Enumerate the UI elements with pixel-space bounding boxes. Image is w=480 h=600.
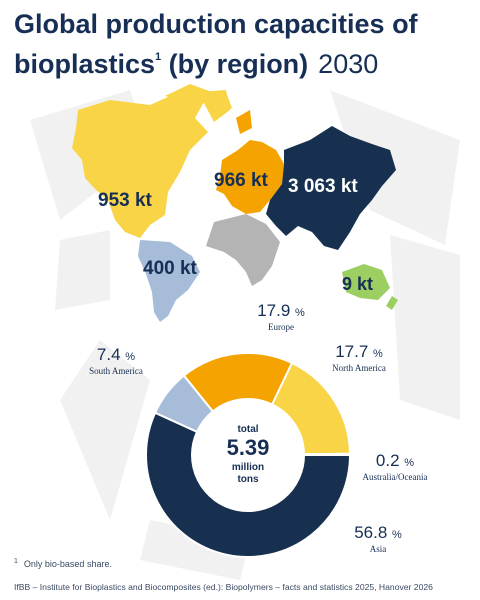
title-main: Global production capacities of bioplast… — [14, 9, 418, 79]
slice-name-europe: Europe — [268, 322, 294, 332]
label-asia: 3 063 kt — [288, 176, 358, 197]
slice-name-australia-oceania: Australia/Oceania — [363, 472, 428, 482]
world-map — [72, 84, 398, 322]
slice-asia — [145, 411, 352, 558]
slice-labels: 56.8 % Asia 7.4 % South America 17.9 % Europe… — [89, 301, 427, 554]
slice-value-australia-oceania: 0.2 % — [376, 451, 414, 470]
slice-value-europe: 17.9 % — [257, 301, 305, 320]
slice-australia-oceania — [302, 452, 352, 456]
donut-center: total 5.39 million tons — [227, 424, 270, 485]
title-year: 2030 — [318, 49, 379, 79]
title-footnote-mark: 1 — [155, 51, 162, 63]
total-value: 5.39 — [227, 435, 270, 460]
greenland-region — [200, 92, 232, 120]
slice-name-south-america: South America — [89, 366, 143, 376]
south-america-region — [138, 240, 200, 322]
title-tail: (by region) — [161, 49, 309, 79]
footnote-mark: 1 — [14, 558, 18, 565]
label-australia: 9 kt — [342, 274, 373, 294]
donut-chart — [145, 352, 352, 558]
north-america-region — [72, 84, 230, 238]
africa-region — [206, 214, 280, 286]
footnote-text: Only bio-based share. — [23, 559, 112, 569]
asia-region — [266, 126, 396, 250]
label-north-america: 953 kt — [98, 190, 153, 211]
map-labels: 953 kt 966 kt 3 063 kt 400 kt 9 kt — [98, 170, 373, 294]
slice-name-asia: Asia — [370, 544, 387, 554]
total-label: total — [237, 424, 258, 435]
label-south-america: 400 kt — [143, 258, 198, 279]
footnote: 1 Only bio-based share. — [14, 558, 112, 569]
source-line: IfBB – Institute for Bioplastics and Bio… — [14, 582, 433, 592]
slice-name-north-america: North America — [332, 363, 386, 373]
slice-value-asia: 56.8 % — [354, 523, 402, 542]
total-unit-1: million — [232, 462, 264, 473]
europe-region — [216, 110, 284, 214]
label-europe: 966 kt — [214, 170, 269, 191]
total-unit-2: tons — [237, 474, 259, 485]
page-title: Global production capacities of bioplast… — [14, 8, 474, 81]
slice-value-north-america: 17.7 % — [335, 342, 383, 361]
slice-value-south-america: 7.4 % — [97, 345, 135, 364]
australia-region — [342, 264, 398, 310]
